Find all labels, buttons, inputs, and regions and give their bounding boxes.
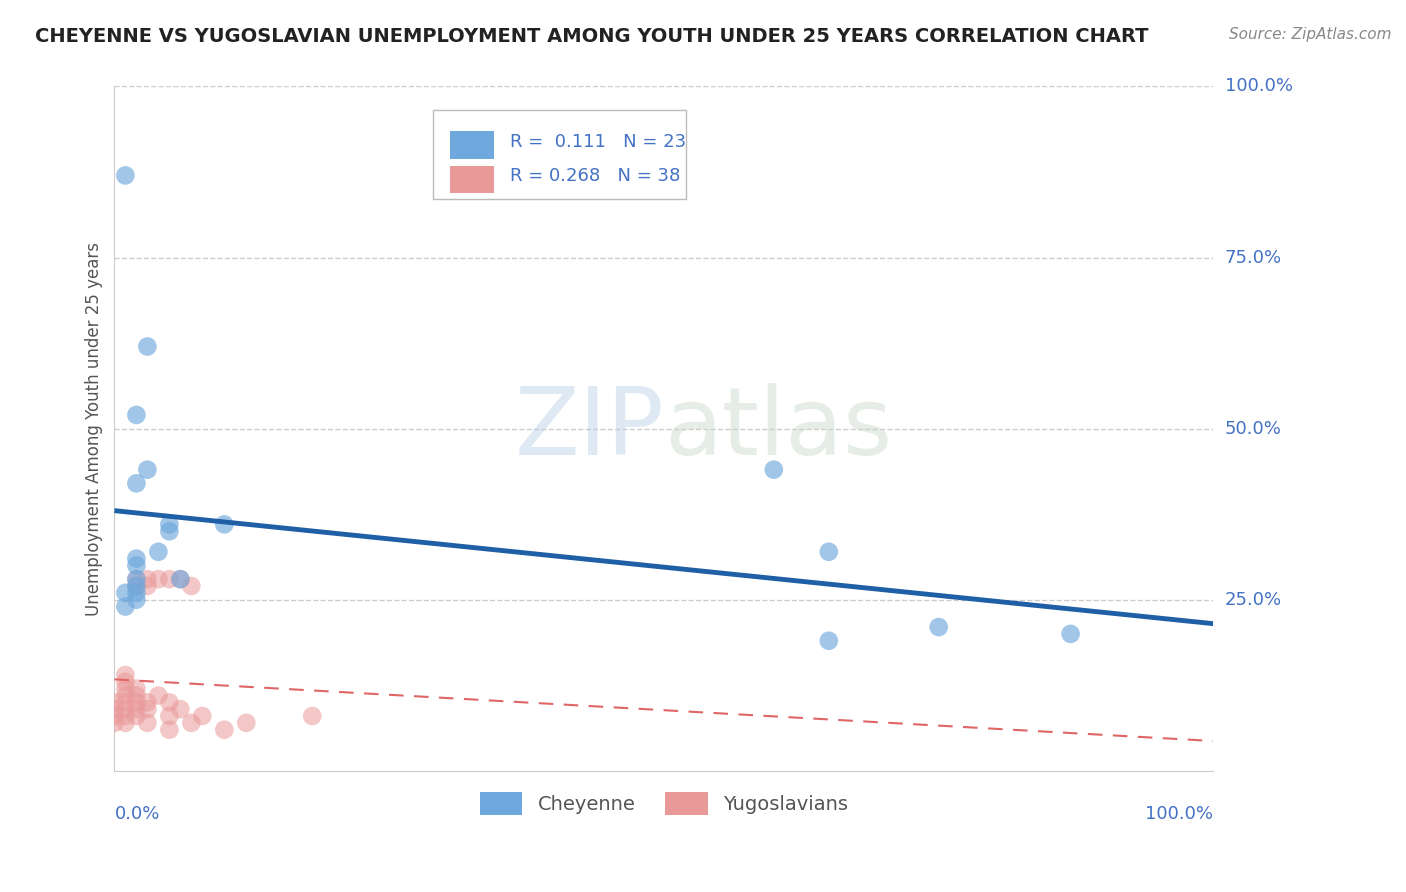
Point <box>103 709 125 723</box>
Text: R = 0.268   N = 38: R = 0.268 N = 38 <box>510 167 681 185</box>
Point <box>125 592 148 607</box>
Point <box>180 715 202 730</box>
Point <box>114 169 136 183</box>
Point <box>136 702 159 716</box>
Point <box>169 572 191 586</box>
Point <box>125 558 148 573</box>
Text: 0.0%: 0.0% <box>114 805 160 823</box>
Point <box>136 572 159 586</box>
Point <box>114 695 136 709</box>
Point <box>817 545 839 559</box>
Point <box>125 689 148 703</box>
Text: ZIP: ZIP <box>515 383 664 475</box>
Point <box>157 695 180 709</box>
Point <box>114 715 136 730</box>
Point <box>103 715 125 730</box>
Point <box>817 633 839 648</box>
Text: Source: ZipAtlas.com: Source: ZipAtlas.com <box>1229 27 1392 42</box>
Point <box>114 709 136 723</box>
Point <box>169 572 191 586</box>
Point <box>114 668 136 682</box>
Point <box>157 709 180 723</box>
Point <box>169 702 191 716</box>
Point <box>136 579 159 593</box>
Point <box>114 599 136 614</box>
Point <box>762 463 785 477</box>
Legend: Cheyenne, Yugoslavians: Cheyenne, Yugoslavians <box>472 785 856 822</box>
Point <box>1059 627 1081 641</box>
Point <box>148 545 170 559</box>
Text: 75.0%: 75.0% <box>1225 249 1282 267</box>
Point <box>136 695 159 709</box>
Point <box>114 689 136 703</box>
Point <box>125 572 148 586</box>
Point <box>214 517 236 532</box>
Point <box>125 551 148 566</box>
Text: 100.0%: 100.0% <box>1146 805 1213 823</box>
Point <box>136 339 159 353</box>
Text: R =  0.111   N = 23: R = 0.111 N = 23 <box>510 133 686 151</box>
Point <box>125 476 148 491</box>
FancyBboxPatch shape <box>450 131 494 159</box>
Point <box>114 586 136 600</box>
Text: atlas: atlas <box>664 383 893 475</box>
Point <box>157 723 180 737</box>
Text: 25.0%: 25.0% <box>1225 591 1282 608</box>
Point <box>125 702 148 716</box>
Point <box>928 620 950 634</box>
Point <box>125 709 148 723</box>
Point <box>125 579 148 593</box>
Point <box>125 586 148 600</box>
FancyBboxPatch shape <box>433 111 686 199</box>
Point <box>125 681 148 696</box>
Point <box>125 408 148 422</box>
Point <box>235 715 257 730</box>
Point <box>157 517 180 532</box>
Point <box>180 579 202 593</box>
Point <box>136 463 159 477</box>
Point <box>157 572 180 586</box>
Text: 50.0%: 50.0% <box>1225 419 1281 438</box>
Point <box>103 695 125 709</box>
Point <box>114 702 136 716</box>
Y-axis label: Unemployment Among Youth under 25 years: Unemployment Among Youth under 25 years <box>86 242 103 615</box>
Point <box>125 572 148 586</box>
Point <box>148 572 170 586</box>
Point <box>191 709 214 723</box>
Point <box>157 524 180 539</box>
Point <box>214 723 236 737</box>
Point <box>136 715 159 730</box>
Point <box>301 709 323 723</box>
Text: 100.0%: 100.0% <box>1225 78 1292 95</box>
Point <box>125 695 148 709</box>
Point <box>114 681 136 696</box>
FancyBboxPatch shape <box>450 166 494 194</box>
Point <box>114 674 136 689</box>
Point <box>148 689 170 703</box>
Point <box>103 702 125 716</box>
Point <box>125 579 148 593</box>
Text: CHEYENNE VS YUGOSLAVIAN UNEMPLOYMENT AMONG YOUTH UNDER 25 YEARS CORRELATION CHAR: CHEYENNE VS YUGOSLAVIAN UNEMPLOYMENT AMO… <box>35 27 1149 45</box>
